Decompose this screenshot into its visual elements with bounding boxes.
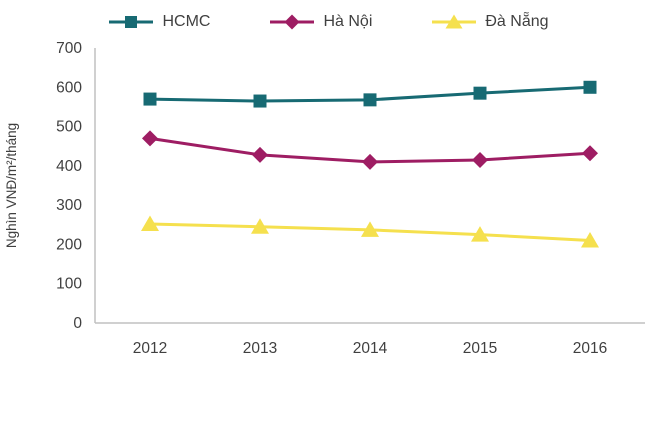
- legend-label-hanoi: Hà Nội: [323, 13, 373, 30]
- data-marker-triangle: [581, 232, 599, 248]
- chart-legend: HCMC Hà Nội Đà Nẵng: [0, 0, 658, 38]
- data-marker-square: [253, 94, 267, 108]
- data-marker-triangle: [471, 226, 489, 242]
- data-marker-diamond: [252, 146, 268, 163]
- x-tick-label: 2015: [463, 340, 497, 357]
- y-tick-label: 200: [56, 236, 82, 253]
- y-tick-label: 100: [56, 276, 82, 293]
- legend-triangle-marker-icon: [432, 14, 477, 29]
- x-tick-label: 2013: [243, 340, 277, 357]
- data-marker-square: [473, 86, 487, 100]
- y-tick-label: 500: [56, 119, 82, 136]
- data-marker-diamond: [362, 153, 378, 170]
- data-marker-square: [363, 93, 377, 107]
- legend-diamond-marker-icon: [270, 14, 315, 30]
- data-marker-square: [583, 80, 597, 94]
- legend-item-danang: Đà Nẵng: [432, 13, 549, 31]
- data-marker-diamond: [472, 151, 488, 168]
- x-tick-label: 2014: [353, 340, 388, 357]
- plot-area: 0 100 200 300 400 500 600 700 2012 2013 2014 2015 20…: [4, 40, 645, 357]
- data-marker-diamond: [142, 130, 158, 147]
- data-marker-triangle: [251, 218, 269, 234]
- y-axis-title: Nghìn VNĐ/m²/tháng: [4, 123, 19, 248]
- data-marker-triangle: [141, 215, 159, 231]
- legend-item-hanoi: Hà Nội: [270, 13, 372, 31]
- y-tick-label: 0: [73, 315, 82, 332]
- legend-label-danang: Đà Nẵng: [485, 13, 549, 30]
- x-tick-label: 2016: [573, 340, 607, 357]
- y-tick-label: 700: [56, 40, 82, 57]
- legend-item-hcmc: HCMC: [109, 13, 210, 31]
- y-tick-label: 300: [56, 197, 82, 214]
- y-tick-label: 600: [56, 79, 82, 96]
- data-marker-diamond: [582, 145, 598, 162]
- x-tick-label: 2012: [133, 340, 167, 357]
- y-tick-label: 400: [56, 158, 82, 175]
- legend-square-marker-icon: [109, 16, 154, 28]
- data-marker-triangle: [361, 221, 379, 237]
- legend-label-hcmc: HCMC: [162, 13, 211, 30]
- data-marker-square: [143, 92, 157, 106]
